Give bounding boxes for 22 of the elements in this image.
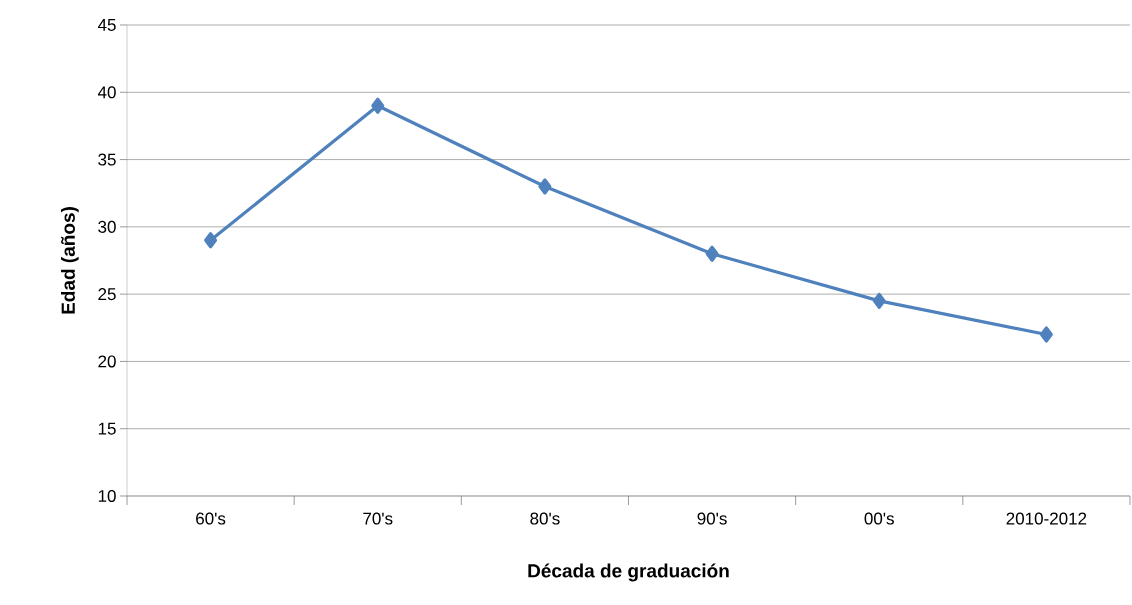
x-tick-label: 90's — [697, 512, 727, 525]
x-axis-title: Década de graduación — [528, 563, 729, 582]
x-tick-label: 60's — [196, 512, 226, 525]
x-tick-label: 80's — [530, 512, 560, 525]
x-tick-label: 00's — [864, 512, 894, 525]
y-tick-label: 15 — [98, 422, 116, 435]
point — [371, 97, 385, 114]
y-tick-label: 45 — [97, 19, 116, 31]
point — [538, 178, 552, 195]
y-tick-label: 40 — [97, 86, 116, 99]
y-tick-label: 20 — [98, 355, 116, 368]
y-tick-label: 25 — [98, 288, 116, 301]
y-tick-label: 30 — [98, 220, 116, 233]
y-tick-label: 10 — [98, 489, 116, 503]
y-tick-label: 35 — [98, 153, 116, 166]
y-axis-title: Edad (años) — [60, 207, 79, 314]
point — [204, 232, 218, 249]
x-tick-label: 2010-2012 — [1006, 512, 1087, 525]
x-tick-label: 70's — [363, 512, 393, 525]
point — [1039, 326, 1053, 343]
point — [872, 292, 886, 309]
point — [705, 245, 719, 262]
